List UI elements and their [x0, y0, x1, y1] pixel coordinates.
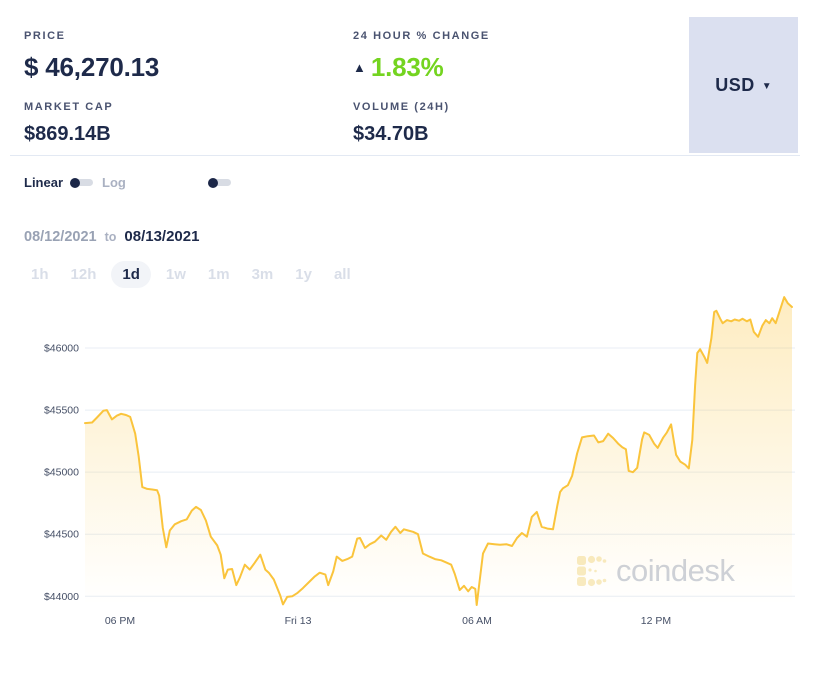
x-axis-tick-label: Fri 13 [285, 615, 312, 627]
tab-1w[interactable]: 1w [165, 266, 186, 283]
price-value: $ 46,270.13 [24, 52, 160, 82]
price-line [84, 296, 793, 606]
scale-toggle-row: Linear Log [24, 175, 240, 190]
change-label: 24 HOUR % CHANGE [353, 30, 490, 42]
log-scale-label: Log [102, 175, 126, 190]
y-axis-tick-label: $44500 [44, 529, 79, 541]
up-arrow-icon: ▲ [353, 60, 366, 75]
tab-1y[interactable]: 1y [295, 266, 312, 283]
secondary-toggle-switch[interactable] [207, 177, 231, 188]
chevron-down-icon: ▼ [761, 80, 772, 92]
tab-1d[interactable]: 1d [111, 261, 151, 288]
market-cap-value: $869.14B [24, 123, 111, 145]
date-range-end[interactable]: 08/13/2021 [124, 228, 200, 245]
volume-value: $34.70B [353, 123, 429, 145]
price-area-fill [85, 297, 792, 605]
change-row: ▲ 1.83% [353, 52, 444, 83]
price-label: PRICE [24, 30, 66, 42]
y-axis-tick-label: $46000 [44, 343, 79, 355]
currency-dropdown[interactable]: USD ▼ [689, 17, 798, 153]
tab-1m[interactable]: 1m [207, 266, 230, 283]
tab-12h[interactable]: 12h [70, 266, 97, 283]
change-value: 1.83% [370, 52, 444, 82]
y-axis-tick-label: $45500 [44, 405, 79, 417]
tab-3m[interactable]: 3m [251, 266, 274, 283]
date-range: 08/12/2021 to 08/13/2021 [24, 228, 199, 245]
header-divider [10, 155, 800, 156]
tab-all[interactable]: all [333, 266, 351, 283]
date-range-start[interactable]: 08/12/2021 [24, 229, 97, 245]
scale-toggle-switch[interactable] [70, 177, 94, 188]
linear-scale-label: Linear [24, 175, 64, 190]
y-axis-tick-label: $44000 [44, 591, 79, 603]
y-axis-tick-label: $45000 [44, 467, 79, 479]
date-range-separator: to [104, 230, 117, 244]
volume-label: VOLUME (24H) [353, 101, 450, 113]
toggle-knob [70, 177, 81, 188]
x-axis-tick-label: 12 PM [641, 615, 671, 627]
currency-dropdown-label: USD [715, 74, 755, 95]
tab-1h[interactable]: 1h [31, 266, 49, 283]
toggle-knob [207, 177, 218, 188]
timeframe-tabs: 1h 12h 1d 1w 1m 3m 1y all [24, 261, 358, 288]
x-axis-tick-label: 06 PM [105, 615, 135, 627]
market-cap-label: MARKET CAP [24, 101, 114, 113]
x-axis-tick-label: 06 AM [462, 615, 492, 627]
